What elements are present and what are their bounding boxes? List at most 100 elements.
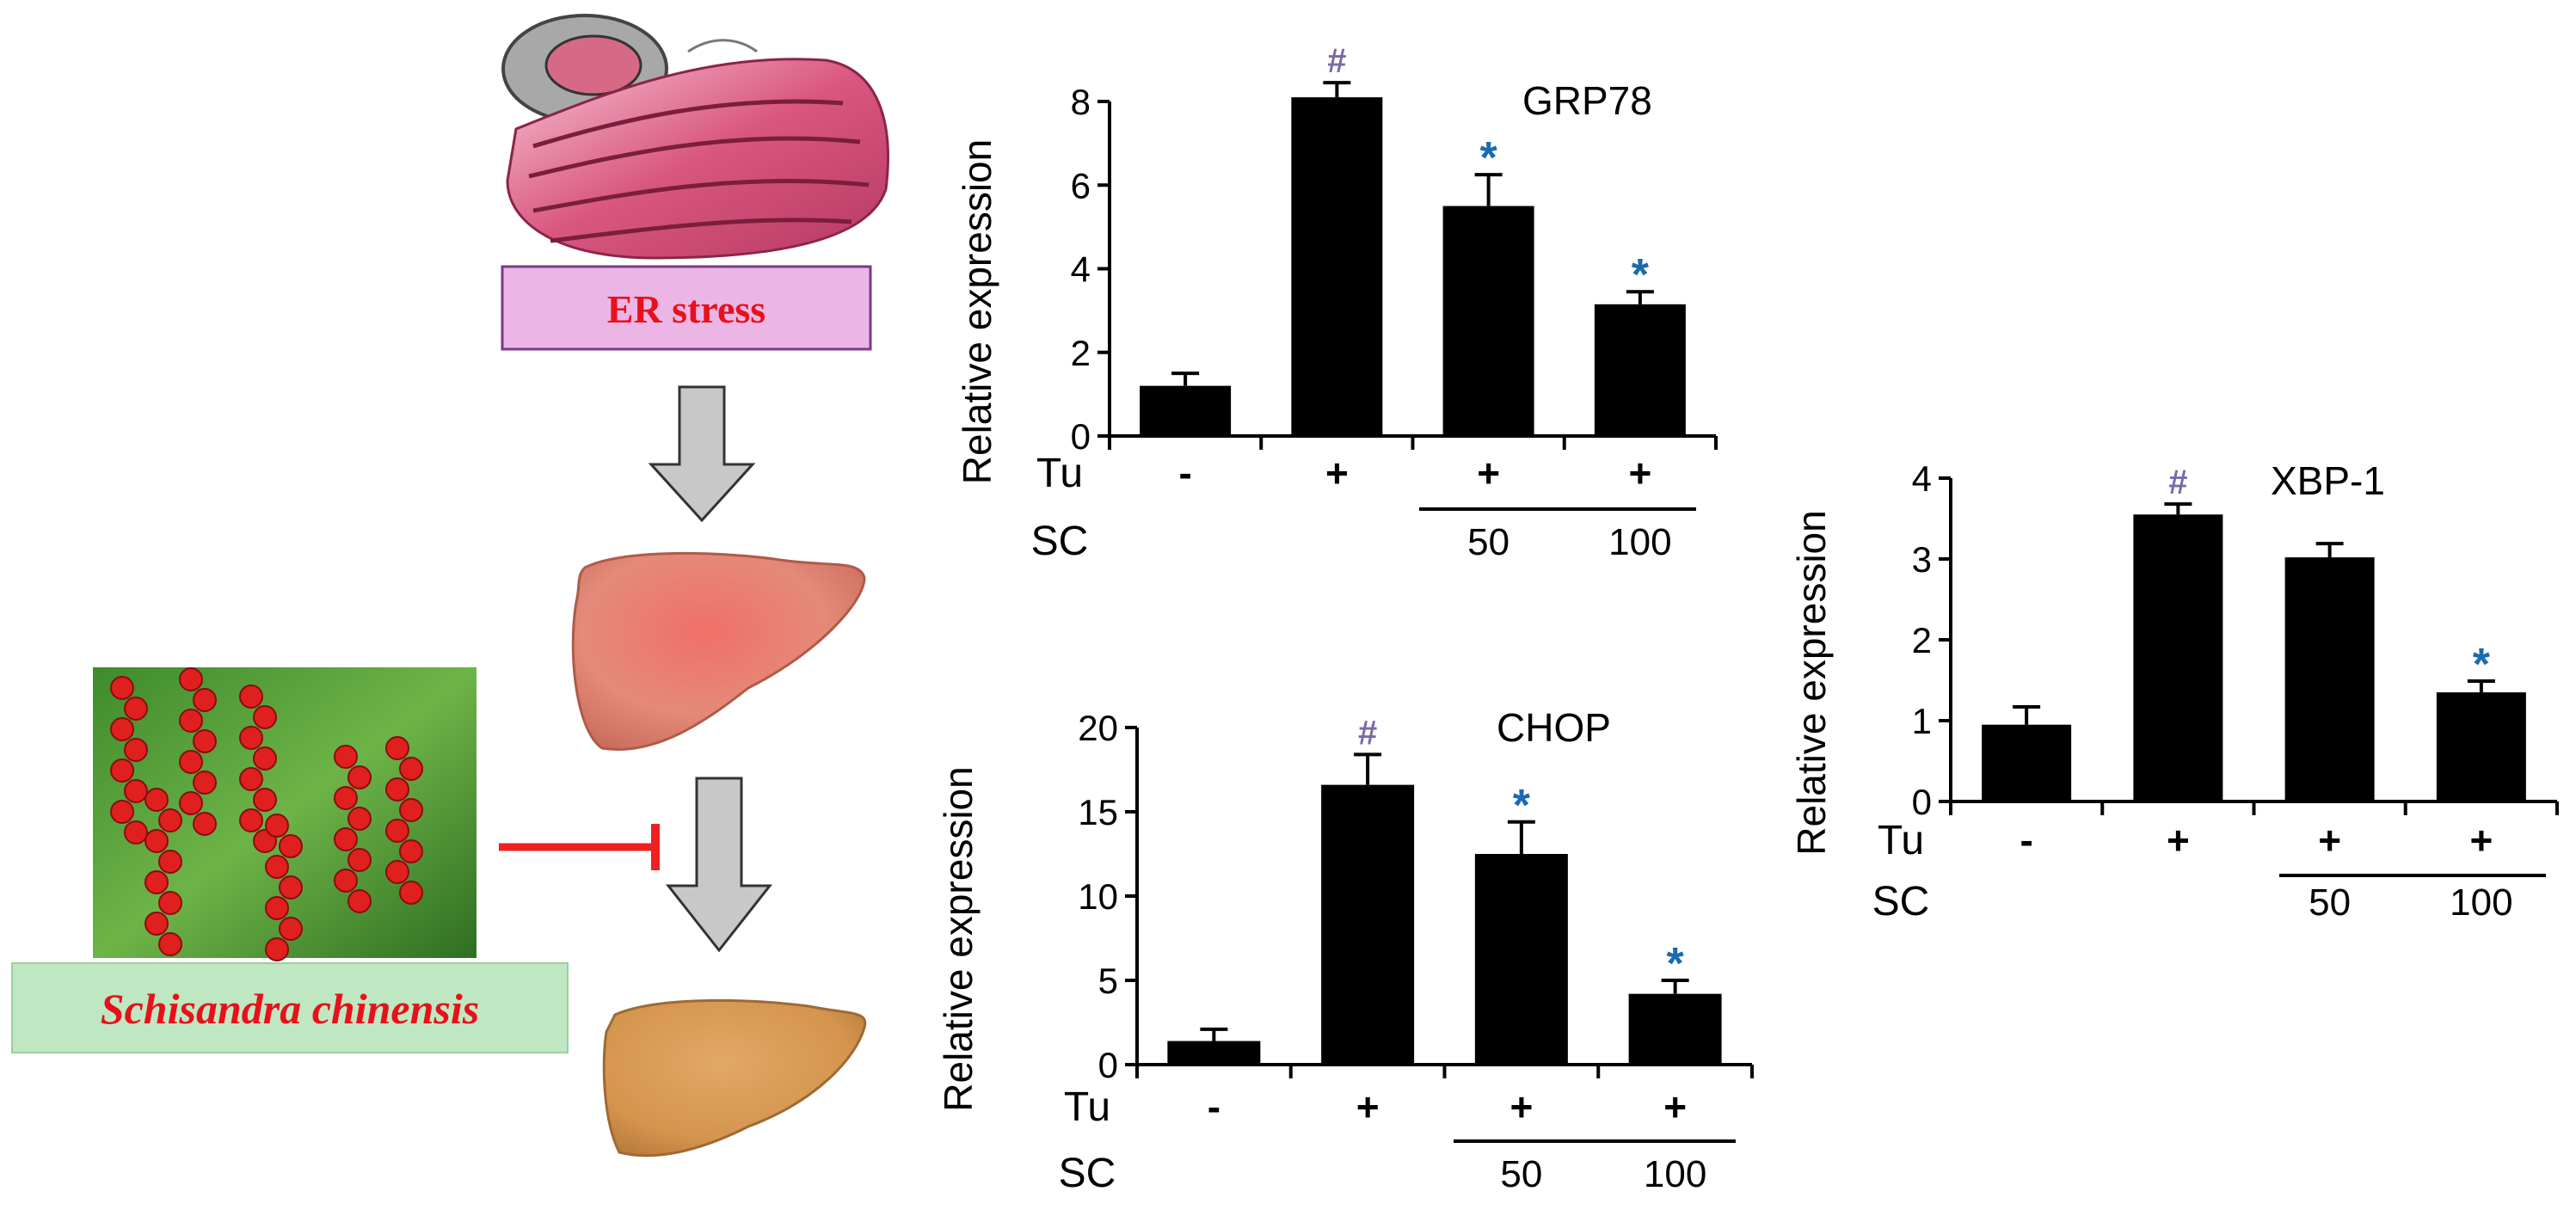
bar-Tu+SC50: [1474, 854, 1568, 1065]
bar-control: [1982, 724, 2072, 801]
berry: [124, 738, 148, 762]
significance-marker: *: [1480, 133, 1498, 183]
berry: [347, 889, 372, 913]
tu-row-value: +: [1628, 451, 1651, 495]
berry: [265, 937, 289, 961]
y-tick-label: 8: [1071, 82, 1091, 122]
berry: [265, 896, 289, 920]
chop-chart: 0 5 10 15 20 - # + * +50 * +100 Tu SC CHOP Relative exp…: [936, 705, 1754, 1196]
y-tick-label: 5: [1098, 961, 1118, 1001]
berry: [347, 765, 372, 789]
y-tick-label: 0: [1071, 416, 1091, 457]
berry: [179, 750, 203, 774]
berry: [399, 839, 423, 863]
tu-row-value: -: [2020, 818, 2032, 863]
significance-marker: *: [1513, 781, 1531, 831]
down-arrow-2: [665, 777, 773, 953]
berry: [334, 786, 358, 810]
berry: [110, 676, 134, 700]
berry: [253, 746, 277, 771]
berry: [347, 807, 372, 831]
berry: [110, 717, 134, 741]
sc-row-value: 100: [1608, 521, 1671, 563]
significance-marker: *: [1632, 250, 1650, 300]
er-stress-label: ER stress: [607, 287, 765, 331]
berry: [239, 726, 263, 750]
berry: [144, 788, 169, 812]
sc-row-label: SC: [1872, 879, 1930, 924]
berry: [158, 808, 182, 832]
bar-control: [1140, 385, 1232, 436]
berry: [193, 729, 217, 753]
berry: [124, 820, 148, 844]
tu-row-value: +: [1509, 1084, 1533, 1129]
tu-row-value: +: [1325, 451, 1349, 495]
y-axis-label: Relative expression: [955, 139, 999, 484]
bar-Tu+SC50: [1442, 206, 1534, 436]
berry: [144, 912, 169, 936]
chart-title: CHOP: [1497, 705, 1611, 750]
bar-Tu+SC100: [1628, 993, 1722, 1065]
berry: [124, 697, 148, 721]
tu-row-value: +: [1356, 1084, 1380, 1129]
y-tick-label: 4: [1071, 249, 1091, 290]
healthy-liver-illustration: [571, 551, 866, 751]
y-tick-label: 2: [1912, 620, 1932, 660]
y-tick-label: 4: [1912, 458, 1932, 499]
down-arrow-1: [648, 385, 756, 523]
bar-Tu: [2133, 514, 2223, 801]
sc-row-label: SC: [1059, 1151, 1116, 1196]
berry: [399, 798, 423, 822]
tu-row-value: +: [1663, 1084, 1687, 1129]
sc-row-value: 50: [1500, 1153, 1542, 1195]
tu-row-label: Tu: [1064, 1084, 1110, 1130]
tu-row-value: +: [2469, 818, 2493, 863]
y-tick-label: 0: [1912, 782, 1932, 822]
significance-marker: *: [1667, 939, 1685, 989]
berry: [239, 767, 263, 791]
sc-row-value: 100: [1644, 1153, 1706, 1195]
y-tick-label: 10: [1078, 876, 1118, 917]
y-tick-label: 1: [1912, 701, 1932, 741]
plant-name-box: [11, 962, 569, 1053]
er-stress-box: [501, 265, 872, 351]
berry: [158, 850, 182, 874]
berry: [158, 891, 182, 915]
berry: [385, 736, 409, 760]
berry: [265, 855, 289, 879]
berry: [265, 814, 289, 838]
tu-row-label: Tu: [1878, 818, 1924, 863]
y-tick-label: 2: [1071, 333, 1091, 373]
berry: [179, 791, 203, 815]
bar-Tu: [1291, 97, 1383, 436]
significance-marker: #: [1327, 42, 1346, 80]
y-tick-label: 6: [1071, 165, 1091, 206]
y-tick-label: 20: [1078, 708, 1118, 748]
sc-row-value: 100: [2450, 881, 2512, 924]
berry: [253, 788, 277, 812]
bar-Tu: [1321, 784, 1415, 1065]
y-tick-label: 3: [1912, 539, 1932, 580]
berry: [279, 834, 303, 858]
berry: [399, 881, 423, 905]
berry: [144, 829, 169, 853]
berry: [279, 875, 303, 900]
berry: [399, 757, 423, 781]
berry: [193, 771, 217, 795]
schisandra-berries: [110, 667, 423, 961]
bar-control: [1167, 1041, 1261, 1065]
berry: [385, 860, 409, 884]
berry: [385, 777, 409, 801]
xbp1-chart: 0 1 2 3 4 - # + +50 * +100 Tu SC XBP-1 Relative expres…: [1789, 458, 2559, 924]
berry: [179, 709, 203, 733]
damaged-liver-illustration: [602, 998, 867, 1158]
berry: [347, 848, 372, 872]
y-tick-label: 0: [1098, 1045, 1118, 1085]
berry: [334, 745, 358, 769]
bar-Tu+SC50: [2284, 557, 2375, 801]
bar-Tu+SC100: [2436, 692, 2526, 801]
grp78-chart: 0 2 4 6 8 - # + * +50 * +100 Tu SC GRP78 Relative expre…: [955, 42, 1718, 564]
bar-Tu+SC100: [1594, 304, 1686, 436]
berry: [239, 685, 263, 709]
